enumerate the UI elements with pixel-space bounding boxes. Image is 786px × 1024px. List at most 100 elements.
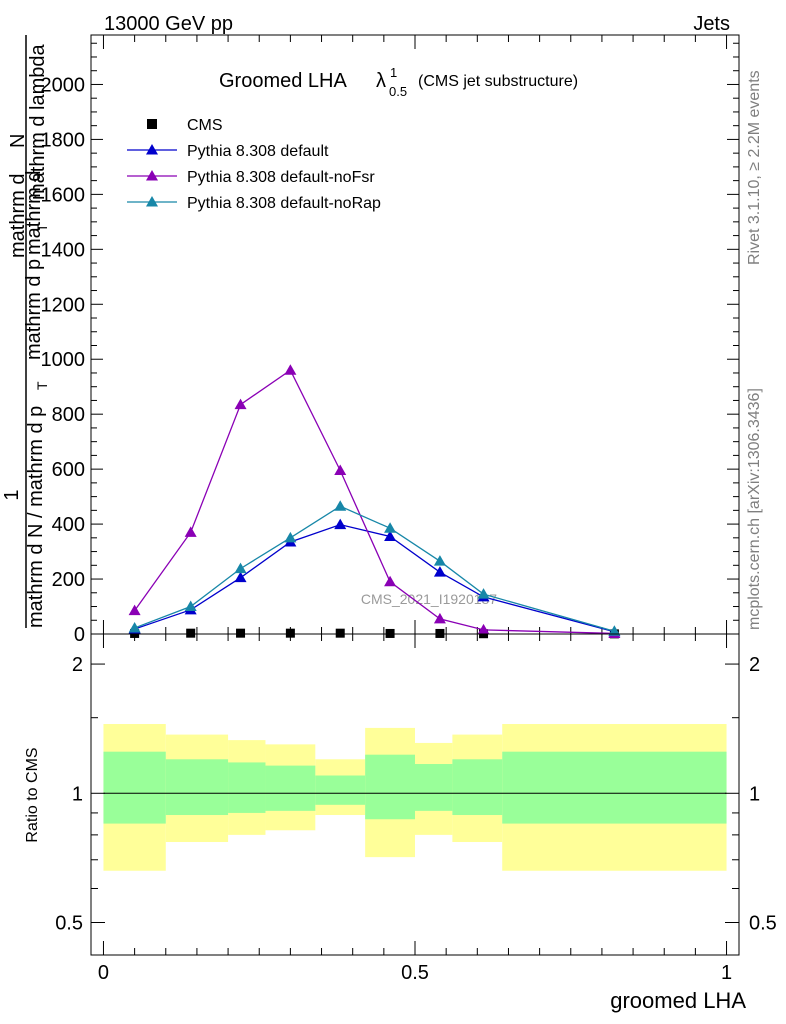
data-point-triangle: [284, 531, 297, 543]
data-point-triangle: [608, 625, 621, 636]
ratio-band-inner: [502, 751, 727, 824]
main-y-tick-label: 1600: [41, 184, 86, 206]
ratio-band-inner: [265, 765, 316, 811]
ylabel-numerator-d: mathrm d: [7, 174, 29, 258]
legend-entry: Pythia 8.308 default-noRap: [127, 195, 381, 212]
ratio-y-tick-label-left: 2: [72, 654, 83, 676]
legend-entry: CMS: [147, 117, 223, 134]
ratio-y-tick-label-right: 1: [749, 783, 760, 805]
main-y-tick-label: 0: [74, 624, 85, 646]
main-y-tick-label: 1400: [41, 239, 86, 261]
ratio-y-tick-label-left: 0.5: [55, 912, 83, 934]
data-point-triangle: [234, 571, 247, 583]
title-main: Groomed LHA: [219, 70, 347, 92]
ratio-band-inner: [228, 762, 266, 813]
legend-label: Pythia 8.308 default: [187, 143, 329, 160]
legend-marker-triangle: [146, 144, 158, 155]
main-y-tick-label: 200: [52, 569, 85, 591]
main-x-ticks: [102, 35, 728, 634]
data-point-triangle: [128, 621, 141, 633]
ratio-band-inner: [415, 764, 453, 811]
main-y-tick-label: 1800: [41, 129, 86, 151]
legend-marker-triangle: [146, 196, 158, 207]
ratio-band-inner: [165, 759, 229, 816]
data-point-triangle: [384, 530, 397, 541]
legend-label: Pythia 8.308 default-noRap: [187, 195, 381, 212]
ratio-y-ticks: 0.5 0.5 1 1 2 2: [55, 654, 777, 934]
data-point-triangle: [234, 562, 247, 574]
plot-title: Groomed LHA λ 1 0.5 (CMS jet substructur…: [219, 65, 578, 99]
ylabel-sub-t2: T: [34, 223, 50, 232]
ratio-y-tick-label-right: 0.5: [749, 912, 777, 934]
data-point-triangle: [477, 623, 490, 635]
data-point-triangle: [184, 526, 197, 537]
data-point-triangle: [184, 600, 197, 612]
main-plot-panel: 0 200 400 600 800 1000 1200 1400 1600 1800 2000 CM…: [41, 34, 740, 646]
ratio-band-inner: [315, 775, 366, 805]
ratio-y-tick-label-left: 1: [72, 783, 83, 805]
ylabel-sub-t: T: [34, 381, 50, 390]
series-pythia-8-308-default-norap: [128, 500, 621, 636]
data-point-triangle: [477, 588, 490, 599]
data-point-triangle: [234, 398, 247, 410]
main-y-tick-label: 2000: [41, 74, 86, 96]
data-point-triangle: [334, 464, 347, 476]
data-point-square: [335, 628, 345, 638]
series-line: [134, 523, 615, 633]
ratio-plot-panel: 0.5 0.51 12 2 0 0.5 1 Ratio to CMS: [24, 633, 777, 984]
title-subscript: 0.5: [389, 84, 407, 99]
data-point-square: [236, 628, 246, 638]
data-point-triangle: [334, 500, 347, 511]
legend-entry: Pythia 8.308 default: [127, 143, 329, 160]
ratio-y-axis-label: Ratio to CMS: [24, 747, 41, 842]
data-point-triangle: [334, 518, 347, 530]
ratio-x-tick-label: 1: [721, 962, 732, 984]
analysis-watermark: CMS_2021_I1920187: [361, 591, 497, 607]
main-y-tick-label: 800: [52, 404, 85, 426]
ylabel-one: 1: [1, 489, 23, 500]
ratio-x-ticks: 0 0.5 1: [98, 634, 732, 984]
x-axis-label: groomed LHA: [610, 988, 746, 1013]
data-point-triangle: [284, 364, 297, 375]
series-pythia-8-308-default: [128, 518, 621, 637]
data-point-square: [435, 628, 445, 638]
main-y-axis-label: 1 mathrm d N / mathrm d p T mathrm d N m…: [1, 35, 50, 628]
ratio-x-tick-label: 0.5: [401, 962, 429, 984]
data-point-triangle: [433, 555, 446, 566]
ratio-x-tick-label: 0: [98, 962, 109, 984]
title-note: (CMS jet substructure): [418, 73, 578, 90]
main-y-tick-label: 600: [52, 459, 85, 481]
ylabel-frac-top: mathrm d: [23, 171, 45, 255]
legend-label: CMS: [187, 117, 223, 134]
main-y-ticks: 0 200 400 600 800 1000 1200 1400 1600 1800 2000: [41, 42, 739, 646]
main-y-tick-label: 1000: [41, 349, 86, 371]
series-layer: [128, 364, 621, 639]
data-point-square: [285, 628, 295, 638]
data-point-triangle: [384, 522, 397, 533]
legend-entry: Pythia 8.308 default-noFsr: [127, 169, 375, 186]
header-left: 13000 GeV pp: [104, 13, 233, 35]
title-symbol: λ: [376, 70, 386, 92]
main-y-tick-label: 400: [52, 514, 85, 536]
ylabel-frac-bottom: mathrm d p: [23, 259, 45, 360]
header-right: Jets: [693, 13, 730, 35]
ylabel-numerator-n: N: [7, 134, 29, 148]
ylabel-denominator: mathrm d N / mathrm d p: [25, 406, 47, 628]
ratio-y-tick-label-right: 2: [749, 654, 760, 676]
mcplots-label: mcplots.cern.ch [arXiv:1306.3436]: [746, 388, 763, 630]
ratio-band-inner: [452, 759, 503, 816]
data-point-square: [385, 628, 395, 638]
legend-marker-triangle: [146, 170, 158, 181]
title-superscript: 1: [390, 65, 397, 80]
legend: CMS Pythia 8.308 default Pythia 8.308 defa…: [127, 117, 381, 212]
ratio-band-inner: [365, 754, 415, 820]
data-point-triangle: [433, 612, 446, 624]
ratio-bands: [103, 724, 727, 871]
ylabel-frac-bottom2: mathrm d lambda: [27, 44, 49, 200]
main-y-tick-label: 1200: [41, 294, 86, 316]
legend-label: Pythia 8.308 default-noFsr: [187, 169, 375, 186]
data-point-square: [186, 628, 196, 638]
data-point-triangle: [384, 575, 397, 587]
data-point-triangle: [128, 604, 141, 616]
